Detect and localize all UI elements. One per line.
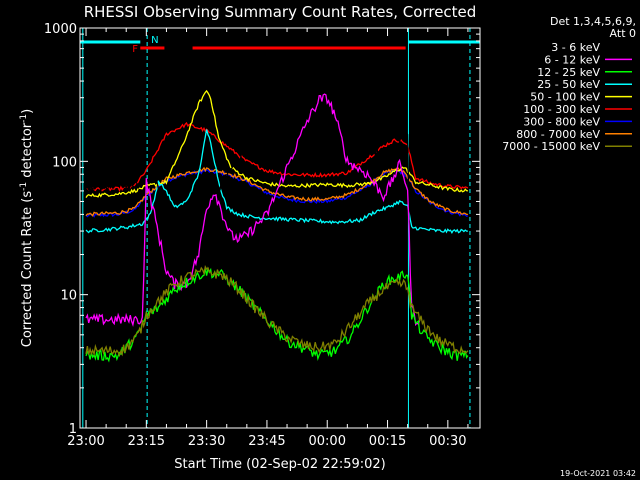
legend-label: 800 - 7000 keV (516, 128, 600, 141)
y-axis-label-end: ) (20, 109, 35, 114)
chart-title: RHESSI Observing Summary Count Rates, Co… (84, 3, 477, 21)
x-tick-label: 00:15 (369, 434, 406, 449)
legend-label: 3 - 6 keV (551, 41, 600, 54)
y-axis-label-exp1: -1 (19, 182, 29, 191)
x-tick-label: 23:30 (188, 434, 225, 449)
legend-label: 12 - 25 keV (537, 66, 600, 79)
x-axis-label: Start Time (02-Sep-02 22:59:02) (174, 457, 385, 472)
legend-label: 7000 - 15000 keV (502, 140, 600, 153)
y-tick-label: 1 (69, 422, 77, 437)
x-tick-label: 23:15 (128, 434, 165, 449)
legend-label: 6 - 12 keV (544, 53, 600, 66)
x-tick-label: 23:45 (248, 434, 285, 449)
timestamp: 19-Oct-2021 03:42 (560, 469, 636, 478)
legend-title: Det 1,3,4,5,6,9, (550, 15, 636, 28)
y-axis-label-main: Corrected Count Rate (s (20, 191, 35, 348)
legend-label: 25 - 50 keV (537, 78, 600, 91)
legend-label: 50 - 100 keV (530, 91, 600, 104)
night-flag-label: N (151, 35, 158, 46)
series-line (85, 93, 421, 328)
x-tick-label: 00:00 (309, 434, 346, 449)
series-line (85, 121, 469, 193)
x-tick-label: 00:30 (429, 434, 466, 449)
series-line (85, 89, 468, 198)
series-line (85, 129, 468, 235)
plot-frame (79, 27, 481, 429)
y-axis-label: Corrected Count Rate (s-1 detector-1) (19, 109, 35, 347)
plot-series (85, 89, 469, 383)
axis-ticks: 23:00 23:15 23:30 23:45 00:00 00:15 00:30 1 10 10… (44, 22, 480, 449)
series-line (85, 265, 469, 358)
y-axis-label-mid: detector (20, 122, 35, 182)
legend-subtitle: Att 0 (610, 27, 636, 40)
legend-label: 100 - 300 keV (523, 103, 600, 116)
y-axis-label-exp2: -1 (19, 114, 29, 123)
y-tick-label: 100 (52, 155, 77, 170)
x-tick-label: 23:00 (67, 434, 104, 449)
y-tick-label: 10 (60, 289, 77, 304)
flare-flag-label: F (132, 44, 138, 55)
series-line (85, 96, 429, 383)
legend-label: 300 - 800 keV (523, 115, 600, 128)
status-flag-bars: NF (80, 28, 480, 428)
y-tick-label: 1000 (44, 22, 77, 37)
